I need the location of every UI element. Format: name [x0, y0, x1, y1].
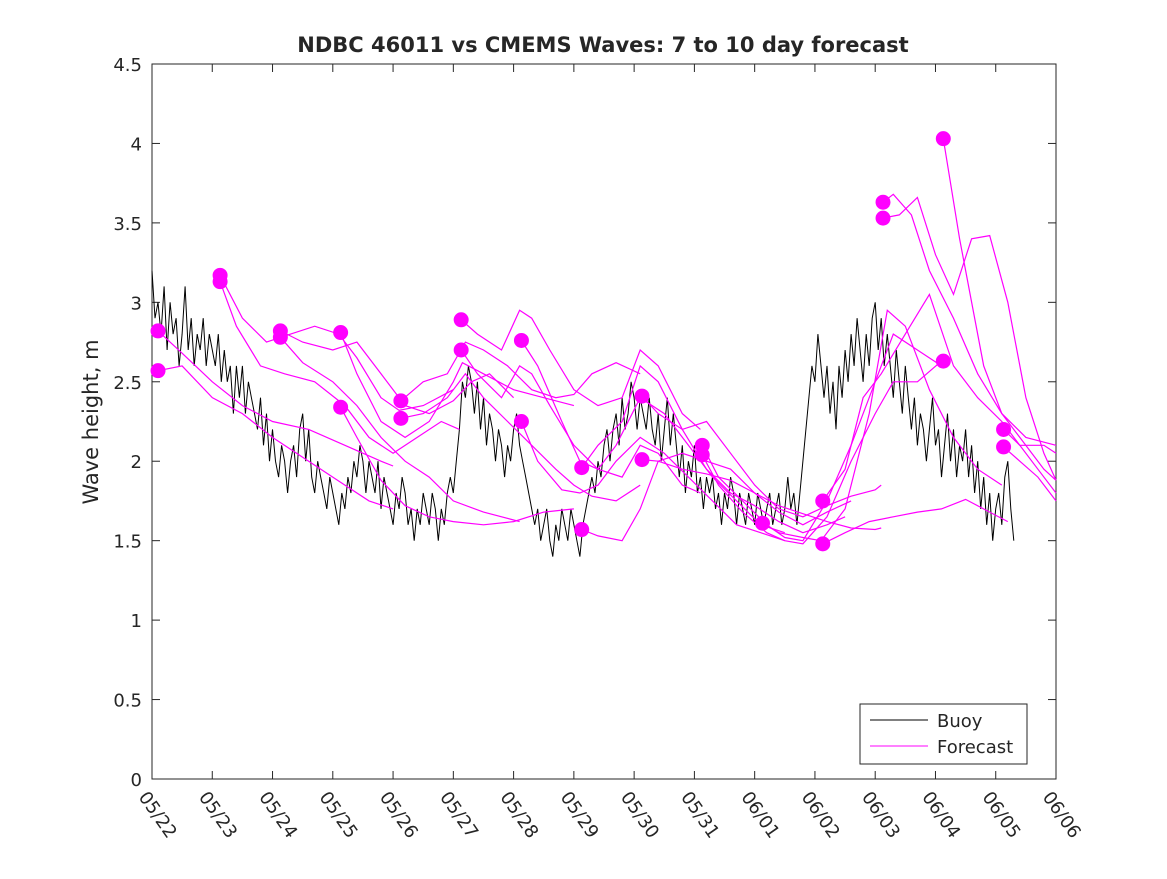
forecast-line [822, 498, 1009, 545]
forecast-marker [513, 332, 529, 348]
x-tick-label: 05/22 [134, 788, 181, 843]
x-tick-label: 05/23 [194, 788, 241, 843]
forecast-line [157, 365, 394, 510]
forecast-line [581, 364, 846, 534]
y-tick-label: 1.5 [113, 532, 142, 553]
forecast-line [1003, 446, 1057, 502]
plot-area: 0 0.5 1 1.5 2 2.5 3 3.5 4 4.5 05/22 05/23 05/24 05/25… [113, 55, 1085, 842]
forecast-line [340, 406, 574, 526]
x-tick-label: 05/28 [496, 788, 543, 843]
forecast-marker [755, 515, 771, 531]
forecast-marker [574, 460, 590, 476]
x-tick-label: 06/03 [857, 788, 904, 843]
x-tick-label: 05/27 [435, 788, 482, 843]
forecast-line [822, 292, 1057, 502]
forecast-marker [453, 342, 469, 358]
forecast-line [701, 333, 942, 542]
forecast-marker [272, 329, 288, 345]
y-tick-label: 1 [131, 611, 142, 632]
forecast-line [520, 421, 785, 542]
x-tick-label: 06/06 [1038, 788, 1085, 843]
x-tick-label: 05/26 [375, 788, 422, 843]
x-tick-label: 05/30 [616, 788, 663, 843]
forecast-line [400, 372, 641, 502]
forecast-marker [212, 274, 228, 290]
legend-buoy-label: Buoy [937, 711, 983, 732]
forecast-marker [393, 410, 409, 426]
forecast-line [581, 452, 852, 542]
forecast-line [279, 336, 520, 523]
plot-frame [151, 63, 1057, 780]
chart-title: NDBC 46011 vs CMEMS Waves: 7 to 10 day f… [297, 33, 908, 57]
forecast-line [641, 395, 882, 518]
legend: Buoy Forecast [859, 703, 1028, 765]
legend-box [859, 703, 1028, 765]
forecast-marker [150, 363, 166, 379]
x-tick-label: 06/01 [737, 788, 784, 843]
forecast-marker [513, 414, 529, 429]
forecast-marker [875, 194, 891, 210]
x-tick-label: 05/29 [556, 788, 603, 843]
forecast-marker [815, 493, 831, 509]
x-tick-label: 06/05 [978, 788, 1025, 843]
x-tick-label: 06/04 [917, 788, 964, 843]
forecast-marker [333, 325, 349, 341]
forecast-line [1003, 428, 1057, 494]
forecast-marker [996, 439, 1012, 455]
x-tick-label: 05/31 [676, 788, 723, 843]
forecast-marker [393, 393, 409, 409]
x-tick-label: 05/25 [315, 788, 362, 843]
y-tick-label: 0.5 [113, 691, 142, 712]
y-tick-label: 0 [131, 770, 142, 791]
forecast-line [400, 341, 641, 402]
forecast-line [701, 360, 942, 545]
forecast-line [340, 332, 575, 439]
forecast-marker [333, 399, 349, 415]
forecast-line [157, 330, 394, 467]
forecast-line [882, 193, 1057, 446]
forecast-marker [875, 210, 891, 226]
forecast-marker [634, 452, 650, 468]
forecast-marker [574, 522, 590, 538]
forecast-marker [150, 323, 166, 339]
forecast-line [882, 196, 1057, 481]
forecast-line [942, 138, 1057, 481]
forecast-marker [634, 388, 650, 404]
forecast-marker [935, 353, 951, 369]
forecast-marker [815, 536, 831, 552]
forecast-line [460, 349, 701, 494]
y-tick-label: 3.5 [113, 214, 142, 235]
y-tick-label: 2.5 [113, 373, 142, 394]
x-tick-label: 06/02 [797, 788, 844, 843]
y-tick-label: 3 [131, 293, 142, 314]
y-tick-label: 2 [131, 452, 142, 473]
forecast-marker [996, 421, 1012, 437]
forecast-line [762, 309, 1003, 542]
forecast-marker [935, 131, 951, 147]
x-tick-label: 05/24 [254, 788, 301, 843]
forecast-marker [694, 447, 710, 463]
y-tick-label: 4.5 [113, 55, 142, 76]
forecast-line [460, 309, 701, 430]
forecast-marker [453, 312, 469, 328]
legend-forecast-label: Forecast [937, 737, 1013, 758]
y-axis-label: Wave height, m [79, 339, 103, 504]
y-tick-label: 4 [131, 134, 142, 155]
